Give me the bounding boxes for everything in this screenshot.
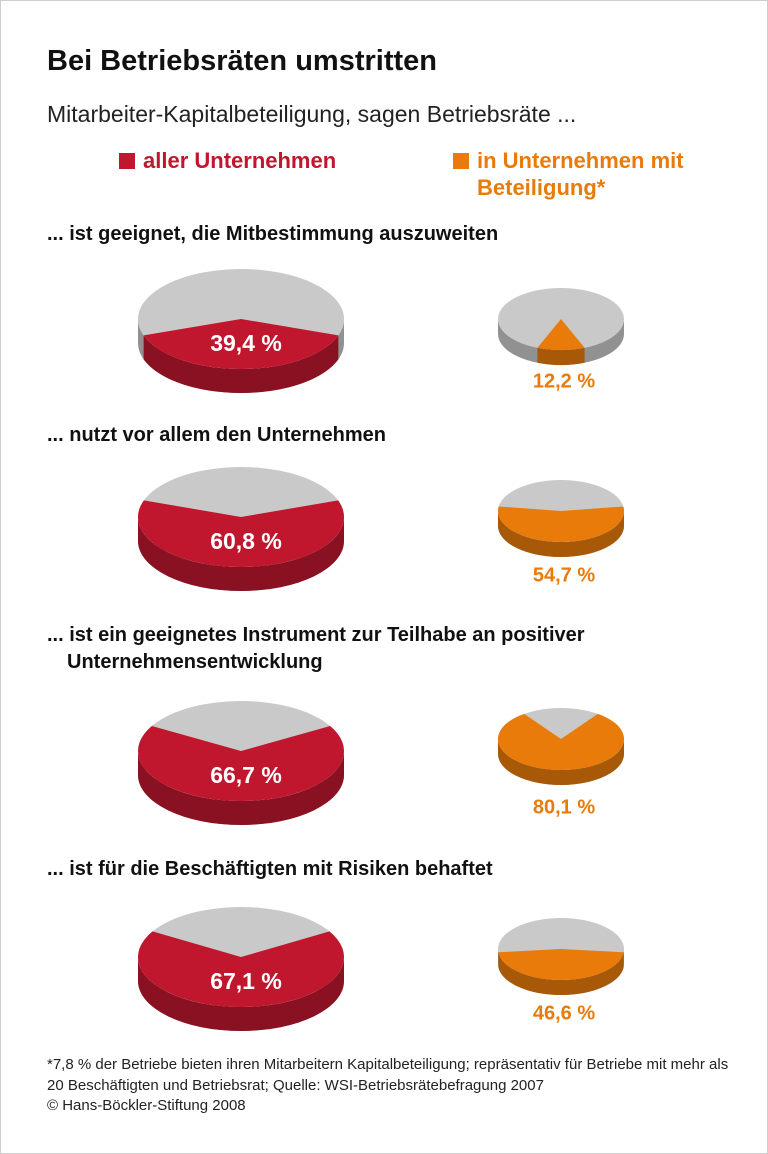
pie-side (138, 957, 344, 1031)
pie-side (138, 517, 344, 591)
pie-slice (537, 319, 585, 350)
pie-side (537, 347, 585, 365)
pie-side (498, 952, 624, 995)
value-label: 39,4 % (210, 330, 282, 356)
copyright: © Hans-Böckler-Stiftung 2008 (47, 1097, 246, 1114)
value-label: 12,2 % (533, 370, 595, 392)
pie-side (498, 511, 624, 557)
pie-slice (498, 713, 624, 770)
title: Bei Betriebsräten umstritten (47, 45, 437, 77)
legend-entry: in Unternehmen mit Beteiligung* (477, 148, 684, 200)
pie-slice (137, 500, 345, 567)
pie-side (498, 739, 624, 785)
value-label: 66,7 % (210, 762, 282, 788)
pie-side (498, 319, 624, 365)
value-label: 60,8 % (210, 528, 282, 554)
question: ... ist für die Beschäftigten mit Risike… (47, 858, 493, 880)
pie-side (143, 335, 339, 393)
pie-slice (138, 725, 344, 801)
legend-entry: aller Unternehmen (143, 148, 337, 173)
question: ... ist geeignet, die Mitbestimmung ausz… (47, 223, 499, 245)
value-label: 67,1 % (210, 968, 282, 994)
pie-side (138, 751, 344, 825)
footnote: *7,8 % der Betriebe bieten ihren Mitarbe… (47, 1056, 729, 1094)
value-label: 46,6 % (533, 1002, 595, 1024)
pie-slice (143, 319, 339, 369)
legend-swatch (119, 153, 135, 169)
value-label: 54,7 % (533, 564, 595, 586)
pie-slice (498, 506, 624, 542)
subtitle: Mitarbeiter-Kapitalbeteiligung, sagen Be… (47, 101, 577, 127)
legend-swatch (453, 153, 469, 169)
question: ... ist ein geeignetes Instrument zur Te… (47, 624, 585, 673)
pie-slice (138, 931, 344, 1007)
pie-slice (498, 949, 624, 980)
value-label: 80,1 % (533, 796, 595, 818)
question: ... nutzt vor allem den Unternehmen (47, 424, 386, 446)
